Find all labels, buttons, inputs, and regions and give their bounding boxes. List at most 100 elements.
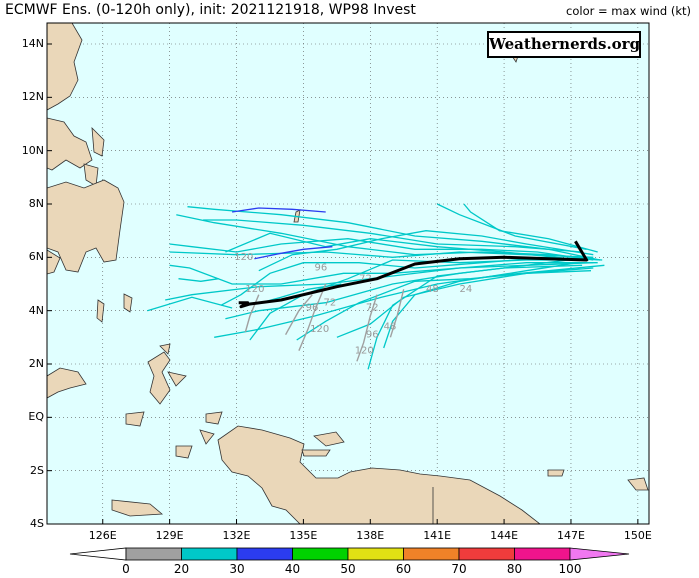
land-morotai	[159, 343, 171, 355]
colorbar-tick-label: 60	[395, 562, 412, 576]
colorbar-bin	[236, 547, 293, 561]
lat-label: 2N	[28, 357, 44, 370]
forecast-hour-label: 96	[366, 329, 379, 340]
lon-label: 135E	[289, 529, 318, 542]
land-yapen	[301, 449, 331, 457]
land-halmahera	[147, 351, 171, 405]
colorbar-tick-label: 80	[506, 562, 523, 576]
lat-label: 14N	[21, 37, 44, 50]
land-biak	[313, 431, 345, 447]
land-newireland	[627, 477, 649, 491]
lat-label: 8N	[28, 197, 44, 210]
member-track	[203, 219, 583, 253]
member-track	[169, 256, 589, 285]
lon-label: 147E	[556, 529, 585, 542]
lon-label: 132E	[222, 529, 251, 542]
land-samar	[91, 126, 105, 157]
colorbar-tick-label: 100	[558, 562, 582, 576]
forecast-hour-label: 72	[366, 303, 379, 314]
colorbar-arrow-high	[569, 547, 630, 561]
lon-label: 141E	[423, 529, 452, 542]
colorbar-bin	[514, 547, 571, 561]
colorbar	[69, 547, 630, 561]
colorbar-bin	[292, 547, 349, 561]
lat-label: 4S	[30, 517, 44, 530]
colorbar-tick-label: 40	[284, 562, 301, 576]
color-legend-note: color = max wind (kt)	[566, 4, 691, 18]
member-track	[258, 230, 594, 272]
lat-label: EQ	[28, 410, 44, 424]
forecast-hour-label: 120	[245, 284, 264, 295]
member-track	[169, 238, 594, 261]
ensemble-mean-track	[238, 240, 589, 309]
land-salawati	[199, 429, 215, 445]
forecast-hour-label: 72	[359, 273, 372, 284]
forecast-hour-label: 48	[384, 321, 397, 332]
land-seram	[111, 499, 164, 517]
member-track	[463, 203, 598, 253]
forecast-hour-label: 48	[426, 284, 439, 295]
colorbar-tick-label: 50	[340, 562, 356, 576]
member-track	[356, 294, 378, 362]
colorbar-bin	[458, 547, 515, 561]
forecast-hour-label: 120	[355, 345, 374, 356]
forecast-hour-label: 120	[310, 324, 329, 335]
member-track	[232, 207, 326, 213]
ensemble-member-tracks	[147, 203, 605, 370]
member-track	[389, 289, 405, 338]
member-track	[165, 262, 598, 301]
land-halmahera-e	[167, 371, 187, 387]
member-track	[176, 214, 600, 261]
land-mindanao-west	[47, 249, 61, 275]
colorbar-bin	[181, 547, 238, 561]
lon-label: 144E	[490, 529, 519, 542]
forecast-hour-label: 24	[459, 284, 472, 295]
member-track	[147, 296, 233, 312]
colorbar-tick-label: 70	[451, 562, 467, 576]
colorbar-bin	[347, 547, 404, 561]
land-mindanao	[47, 179, 125, 273]
colorbar-tick-label: 20	[173, 562, 190, 576]
member-track	[367, 264, 583, 370]
forecast-hour-label: 96	[306, 303, 319, 314]
land-misool	[175, 445, 193, 459]
forecast-hour-label: 120	[234, 252, 253, 263]
land-visayas	[47, 117, 93, 171]
lon-label: 138E	[356, 529, 385, 542]
lat-label: 4N	[28, 303, 44, 317]
land-new-guinea	[217, 425, 541, 524]
watermark: Weathernerds.org	[487, 31, 641, 58]
forecast-hour-labels: 120 96 120 96 72 120 72 48 96 120 24 48 72	[234, 252, 472, 356]
colorbar-tick-label: 0	[122, 562, 130, 576]
land-sulawesi-n	[47, 367, 87, 399]
land-luzon	[47, 23, 83, 111]
lon-label: 150E	[623, 529, 652, 542]
member-track	[214, 264, 605, 338]
lat-label: 10N	[21, 143, 44, 157]
land-waigeo	[205, 411, 223, 425]
member-track	[383, 262, 578, 349]
colorbar-tick-label: 30	[229, 562, 245, 576]
member-track	[296, 270, 592, 341]
lat-label: 6N	[28, 250, 44, 264]
landmasses	[47, 23, 649, 524]
land-manus	[547, 469, 565, 477]
colorbar-bin	[125, 547, 182, 561]
colorbar-bin	[403, 547, 460, 561]
lon-label: 129E	[155, 529, 184, 542]
member-track	[298, 283, 327, 351]
member-track	[178, 278, 219, 282]
land-obi	[125, 411, 145, 427]
axis-ticks	[47, 43, 639, 525]
member-track	[436, 203, 587, 250]
lon-label: 126E	[88, 529, 117, 542]
map-title: ECMWF Ens. (0-120h only), init: 20211219…	[5, 2, 416, 18]
forecast-hour-label: 96	[315, 263, 328, 274]
forecast-hour-label: 72	[323, 297, 336, 308]
colorbar-arrow-low	[69, 547, 127, 561]
member-track	[254, 246, 333, 260]
land-sangihe	[96, 299, 105, 323]
member-track	[225, 232, 583, 261]
lat-label: 12N	[21, 90, 44, 104]
